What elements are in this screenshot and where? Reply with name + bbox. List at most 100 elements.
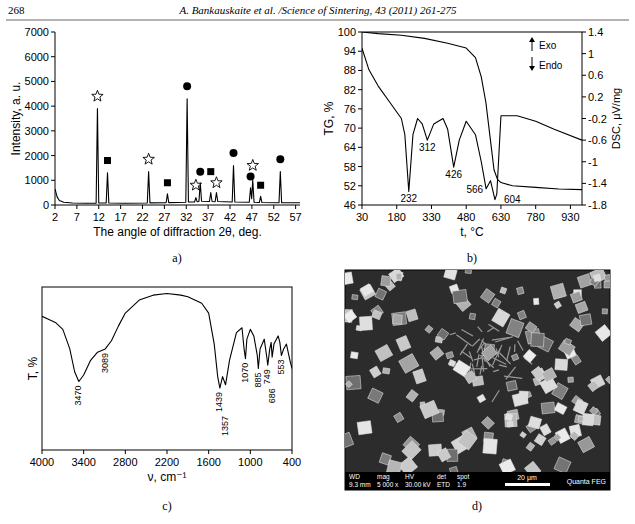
crystal-needle xyxy=(478,327,482,332)
panel-caption: d) xyxy=(472,499,482,513)
crystal xyxy=(541,368,556,383)
y-tick xyxy=(358,51,362,52)
crystal xyxy=(396,336,411,352)
y-axis xyxy=(55,32,56,205)
peak-label: 749 xyxy=(262,369,272,384)
crystal xyxy=(506,380,517,391)
crystal xyxy=(352,295,358,300)
y-tick-label: 46 xyxy=(344,199,356,211)
x-tick-label: 180 xyxy=(388,211,406,223)
y-tick xyxy=(358,185,362,186)
crystal xyxy=(483,438,497,454)
circle-marker xyxy=(230,149,238,157)
chart-panel: 400034002800220016001000400ν, cm⁻¹T, %34… xyxy=(26,287,301,484)
x-tick-label: 930 xyxy=(561,211,579,223)
y-tick xyxy=(358,32,362,33)
crystal xyxy=(520,432,527,438)
x-tick-label: 52 xyxy=(268,211,280,223)
y-tick xyxy=(358,70,362,71)
x-tick xyxy=(120,205,121,209)
x-tick xyxy=(362,205,363,209)
crystal-needle xyxy=(498,345,502,355)
crystal xyxy=(525,322,537,334)
y-tick xyxy=(51,180,55,181)
info-value: 5 000 x xyxy=(377,481,399,488)
crystal-needle xyxy=(492,337,512,340)
x-tick xyxy=(295,205,296,209)
data-line xyxy=(42,294,292,389)
crystal xyxy=(531,333,545,347)
crystal xyxy=(602,309,607,314)
circle-marker xyxy=(196,168,204,176)
crystal xyxy=(575,301,588,313)
chart-panel: 2712172227323742475257010002000300040005… xyxy=(9,26,302,239)
crystal-needle xyxy=(461,329,472,336)
peak-label: 312 xyxy=(419,142,436,153)
crystal xyxy=(516,287,524,295)
y2-tick-label: -1.8 xyxy=(588,199,607,211)
peak-label: 3470 xyxy=(73,386,83,406)
square-marker xyxy=(257,182,264,189)
crystal xyxy=(577,274,592,288)
plot-frame xyxy=(42,287,292,450)
peak-label: 566 xyxy=(466,184,483,195)
info-label: det xyxy=(437,473,446,480)
crystal xyxy=(481,345,497,361)
crystal xyxy=(505,413,518,427)
crystal xyxy=(413,369,427,384)
crystal xyxy=(579,314,592,326)
info-label: spot xyxy=(457,473,469,481)
square-marker xyxy=(104,157,111,164)
y-tick-label: 0 xyxy=(43,199,49,211)
crystal xyxy=(465,270,472,274)
square-marker xyxy=(207,168,214,175)
crystal-needle xyxy=(469,351,473,361)
crystal xyxy=(506,319,524,338)
x-axis xyxy=(55,205,300,206)
crystal-needle xyxy=(504,376,522,378)
crystal xyxy=(550,283,566,299)
crystal xyxy=(430,346,444,360)
crystal xyxy=(396,273,402,280)
x-tick xyxy=(55,205,56,209)
circle-marker xyxy=(247,173,255,181)
x-tick-label: 400 xyxy=(283,456,301,468)
crystal-needle xyxy=(499,365,507,367)
plot-frame xyxy=(362,32,582,205)
header-rule xyxy=(6,20,629,21)
crystal xyxy=(375,288,387,300)
figure: 268A. Bankauskaite et al. /Science of Si… xyxy=(0,0,635,524)
peak-label: 3089 xyxy=(100,353,110,373)
x-tick xyxy=(396,205,397,209)
x-tick-label: 780 xyxy=(527,211,545,223)
crystal xyxy=(554,457,571,474)
x-tick xyxy=(500,205,501,209)
crystal xyxy=(399,354,419,374)
crystal xyxy=(406,389,418,402)
y2-axis-title: DSC, μV/mg xyxy=(610,88,622,149)
y-tick xyxy=(51,205,55,206)
crystal xyxy=(444,270,457,280)
x-tick-label: 1600 xyxy=(196,456,220,468)
y-tick xyxy=(358,166,362,167)
y-tick-label: 52 xyxy=(344,180,356,192)
scale-bar-label: 20 μm xyxy=(517,474,537,482)
crystal xyxy=(345,272,353,285)
circle-marker xyxy=(276,155,284,163)
x-tick-label: 57 xyxy=(290,211,302,223)
x-tick-label: 32 xyxy=(180,211,192,223)
y-tick xyxy=(51,32,55,33)
crystal xyxy=(517,310,526,319)
y2-tick xyxy=(582,140,586,141)
crystal xyxy=(554,402,567,414)
crystal xyxy=(452,289,467,303)
crystal-needle xyxy=(460,344,467,355)
x-tick-label: 1000 xyxy=(238,456,262,468)
peak-label: 604 xyxy=(504,194,521,205)
info-bar xyxy=(345,472,610,490)
crystal-needle xyxy=(480,366,482,375)
y2-tick-label: -1.4 xyxy=(588,177,607,189)
y-tick-label: 64 xyxy=(344,141,356,153)
crystal xyxy=(540,424,552,436)
crystal-needle xyxy=(489,324,500,331)
